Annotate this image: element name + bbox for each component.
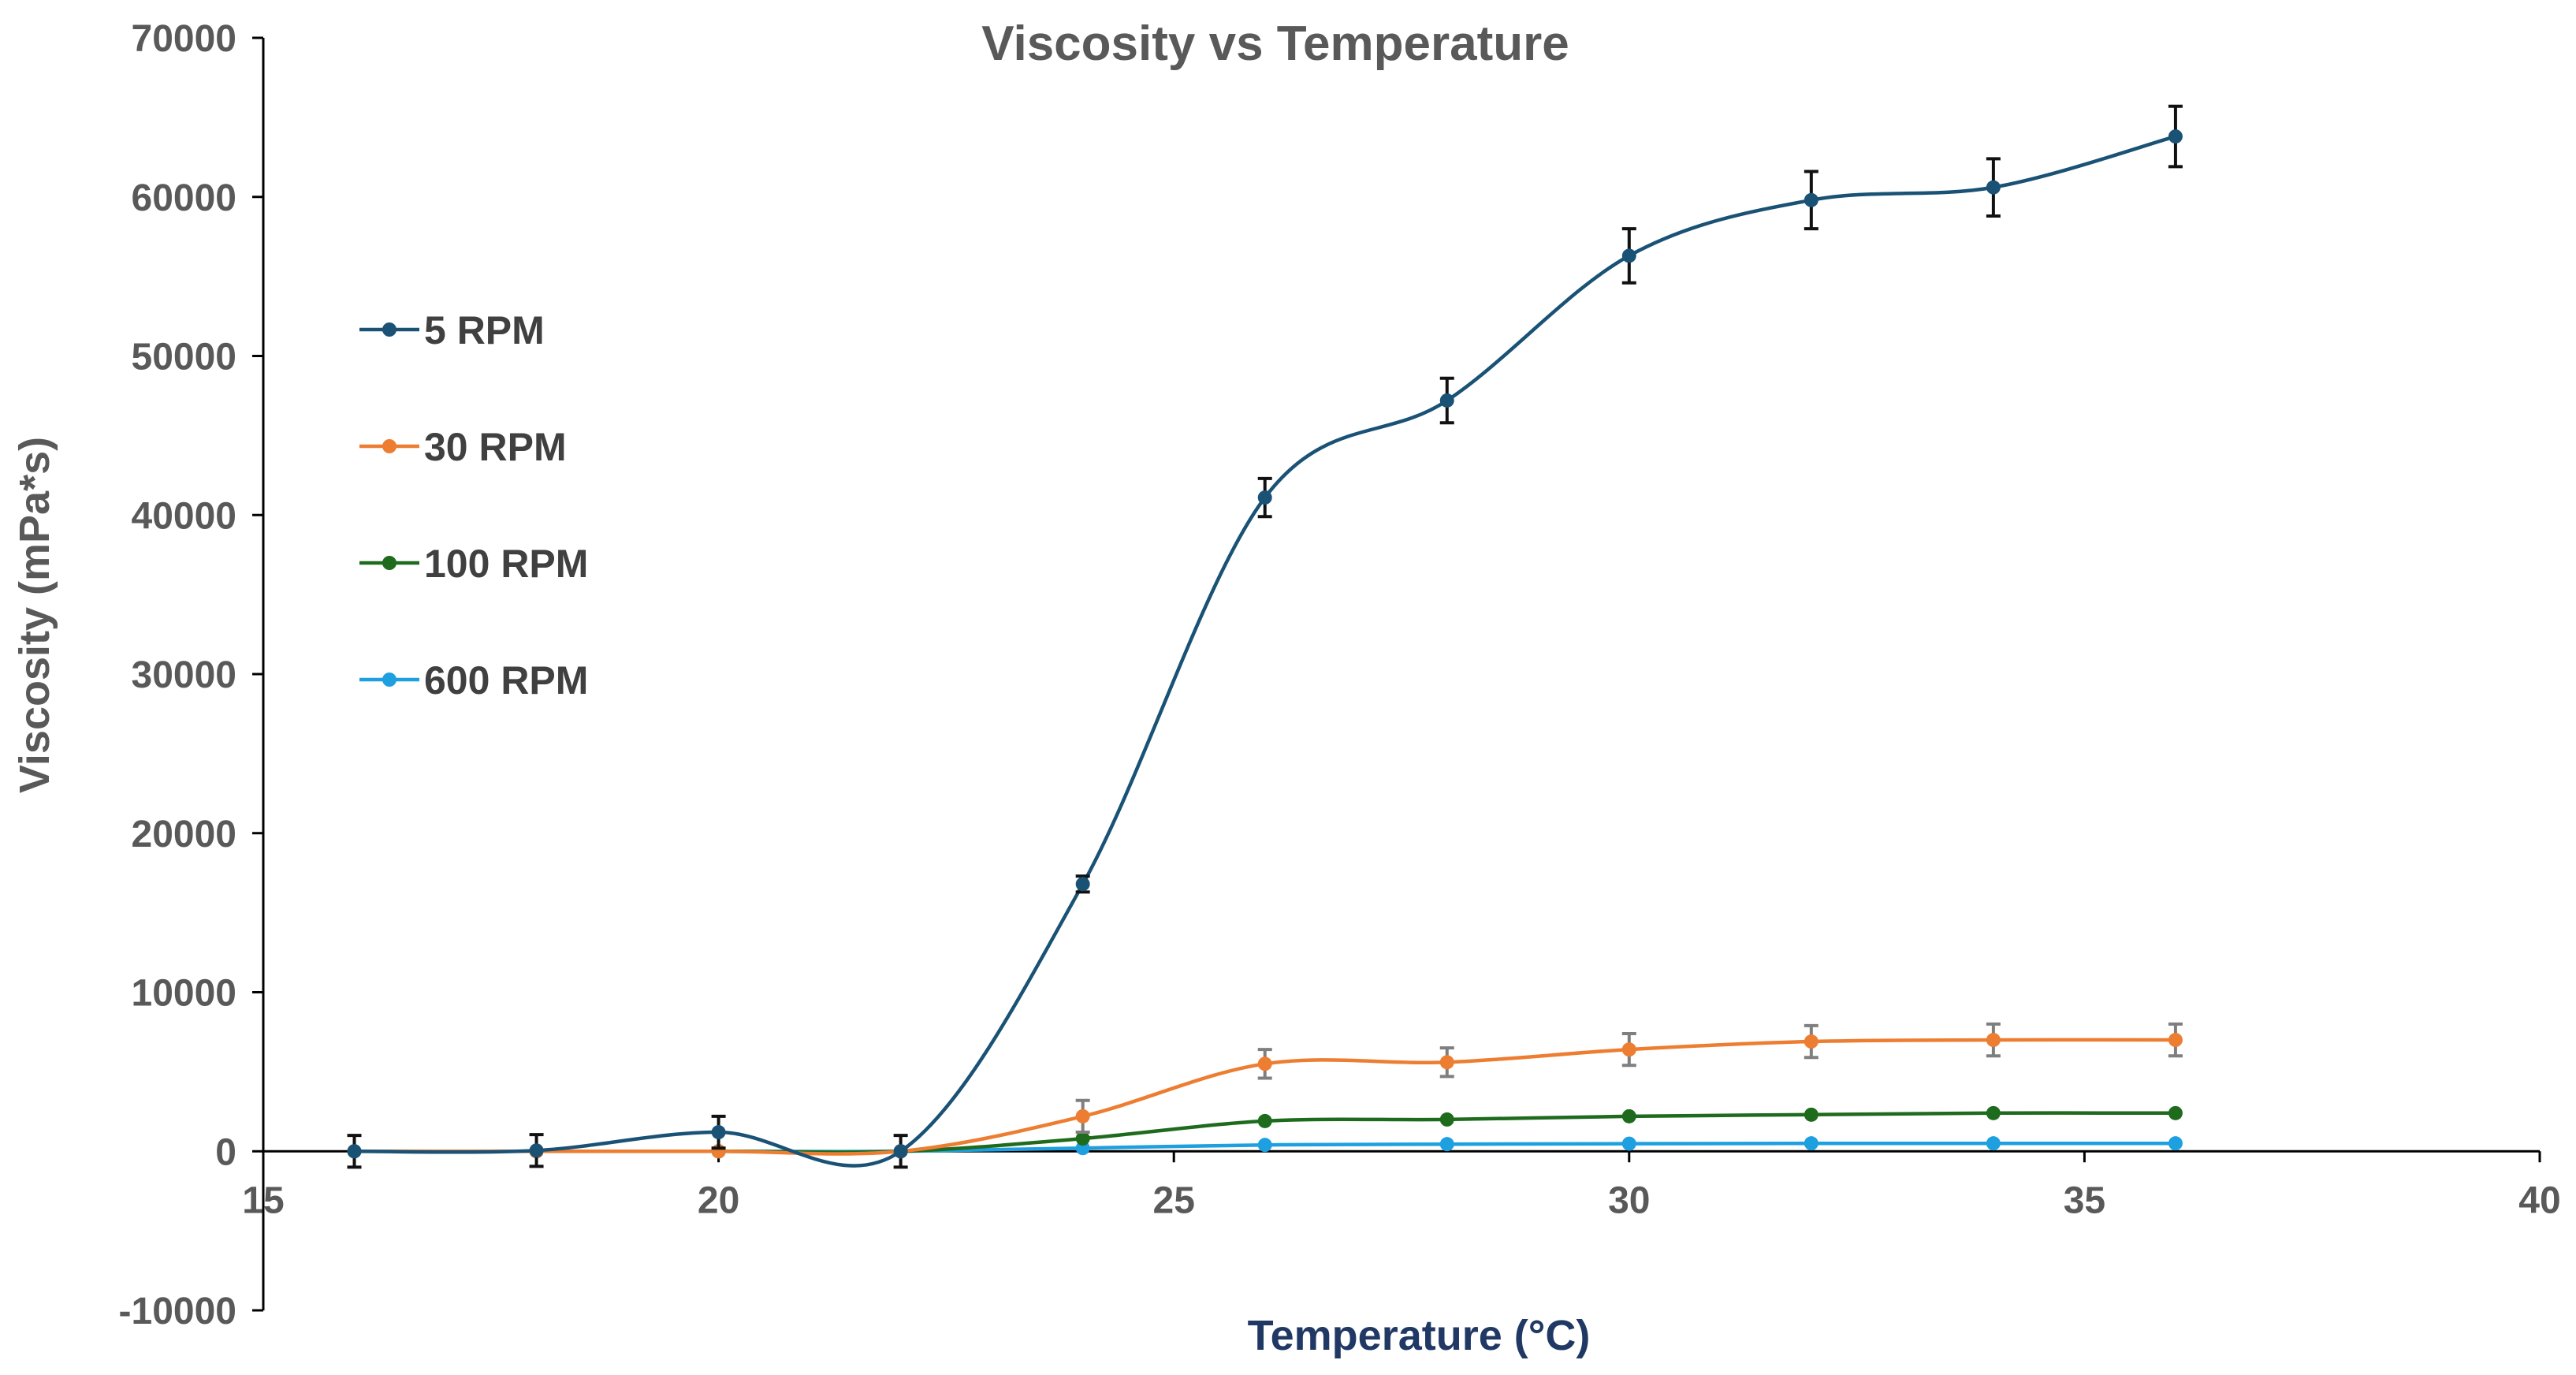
data-point-5-rpm bbox=[1621, 248, 1636, 263]
data-point-5-rpm bbox=[529, 1143, 544, 1158]
legend-label: 100 RPM bbox=[424, 542, 588, 586]
data-point-5-rpm bbox=[1257, 490, 1272, 505]
data-point-30-rpm bbox=[1075, 1109, 1090, 1123]
data-point-100-rpm bbox=[1621, 1109, 1636, 1123]
y-tick-label: 60000 bbox=[132, 177, 236, 219]
y-tick-label: 50000 bbox=[132, 337, 236, 378]
series-5-rpm bbox=[347, 104, 2183, 1169]
data-point-600-rpm bbox=[1257, 1138, 1272, 1153]
chart-title: Viscosity vs Temperature bbox=[981, 17, 1569, 71]
legend-swatch-marker bbox=[382, 322, 396, 337]
legend-item-100-rpm: 100 RPM bbox=[359, 542, 588, 586]
data-point-5-rpm bbox=[1804, 192, 1818, 207]
legend-swatch-marker bbox=[382, 439, 396, 453]
y-tick-label: 0 bbox=[215, 1131, 236, 1173]
axes: -10000 0 10000 20000 30000 40000 50000 60000 700… bbox=[119, 18, 2561, 1332]
data-point-100-rpm bbox=[1439, 1112, 1454, 1127]
y-tick-label: 10000 bbox=[132, 973, 236, 1015]
data-point-5-rpm bbox=[711, 1125, 726, 1140]
data-point-30-rpm bbox=[1804, 1034, 1818, 1049]
data-point-5-rpm bbox=[2168, 129, 2183, 144]
y-axis-title: Viscosity (mPa*s) bbox=[11, 437, 58, 793]
x-tick-label: 15 bbox=[242, 1179, 284, 1221]
data-point-600-rpm bbox=[1621, 1136, 1636, 1151]
legend-swatch-marker bbox=[382, 556, 396, 570]
data-point-600-rpm bbox=[1439, 1137, 1454, 1152]
data-point-30-rpm bbox=[2168, 1033, 2183, 1048]
y-tick-label: 70000 bbox=[132, 18, 236, 60]
y-tick-label: 40000 bbox=[132, 495, 236, 537]
data-point-5-rpm bbox=[893, 1144, 908, 1159]
legend-label: 30 RPM bbox=[424, 425, 567, 469]
data-point-5-rpm bbox=[1439, 393, 1454, 408]
legend-item-30-rpm: 30 RPM bbox=[359, 425, 567, 469]
data-point-600-rpm bbox=[1804, 1136, 1818, 1151]
series-layer bbox=[347, 104, 2183, 1169]
legend-swatch-marker bbox=[382, 673, 396, 687]
x-tick-label: 20 bbox=[698, 1179, 739, 1221]
data-point-100-rpm bbox=[1804, 1107, 1818, 1122]
y-tick-label: -10000 bbox=[119, 1291, 236, 1332]
y-tick-label: 20000 bbox=[132, 814, 236, 855]
series-line-5-rpm bbox=[354, 134, 2176, 1168]
data-point-30-rpm bbox=[1439, 1055, 1454, 1070]
x-tick-label: 30 bbox=[1608, 1179, 1650, 1221]
data-point-600-rpm bbox=[1986, 1136, 2001, 1151]
legend-item-5-rpm: 5 RPM bbox=[359, 308, 545, 352]
data-point-100-rpm bbox=[1075, 1131, 1090, 1146]
data-point-5-rpm bbox=[347, 1144, 362, 1159]
legend-label: 600 RPM bbox=[424, 658, 588, 702]
data-point-100-rpm bbox=[1257, 1113, 1272, 1128]
legend-item-600-rpm: 600 RPM bbox=[359, 658, 588, 702]
data-point-5-rpm bbox=[1986, 180, 2001, 195]
y-tick-label: 30000 bbox=[132, 654, 236, 696]
data-point-5-rpm bbox=[1075, 877, 1090, 892]
data-point-30-rpm bbox=[1986, 1033, 2001, 1048]
legend: 5 RPM 30 RPM 100 RPM 600 RPM bbox=[359, 308, 588, 702]
x-axis-title: Temperature (°C) bbox=[1248, 1312, 1591, 1359]
x-tick-label: 35 bbox=[2064, 1179, 2105, 1221]
legend-label: 5 RPM bbox=[424, 308, 545, 352]
data-point-100-rpm bbox=[1986, 1105, 2001, 1120]
data-point-30-rpm bbox=[1621, 1042, 1636, 1057]
data-point-600-rpm bbox=[2168, 1136, 2183, 1151]
x-tick-label: 40 bbox=[2518, 1179, 2560, 1221]
data-point-30-rpm bbox=[1257, 1056, 1272, 1071]
data-point-100-rpm bbox=[2168, 1105, 2183, 1120]
x-tick-label: 25 bbox=[1153, 1179, 1195, 1221]
